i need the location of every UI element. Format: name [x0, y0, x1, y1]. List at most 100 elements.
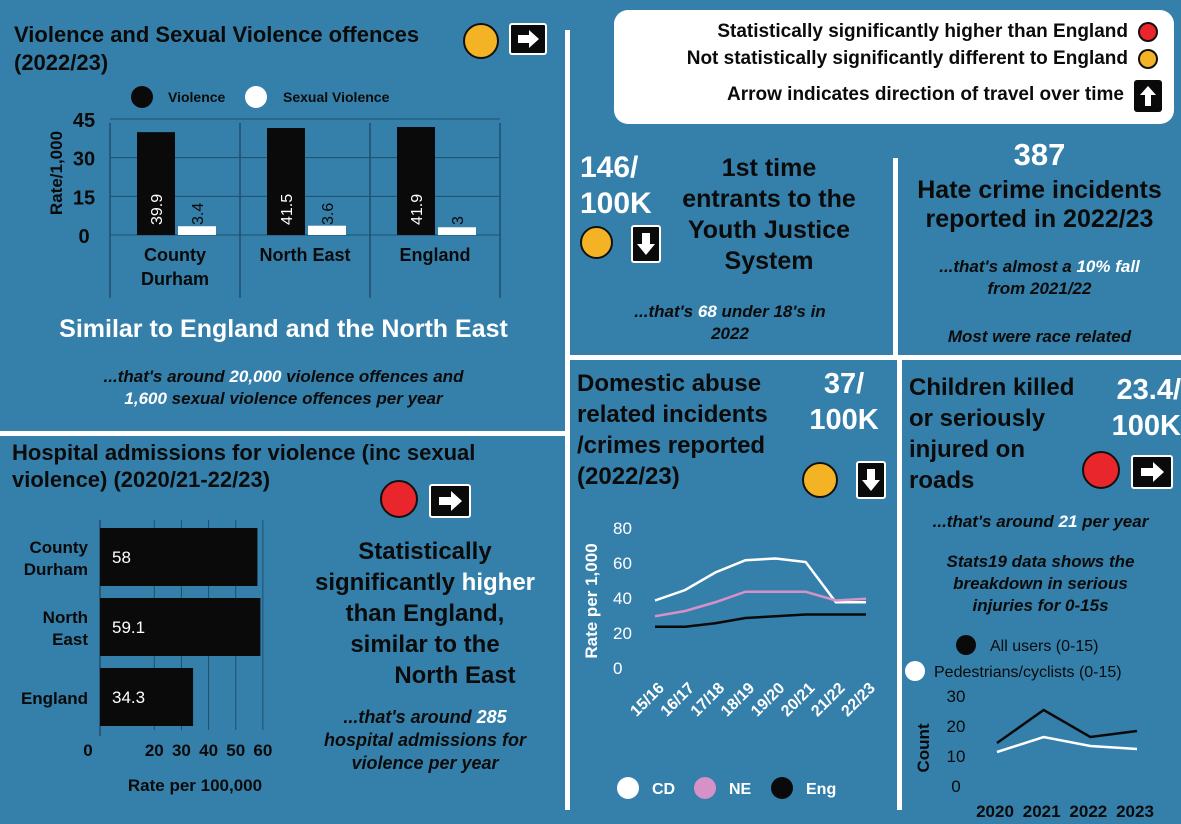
roads-note2: Stats19 data shows the breakdown in seri… [900, 551, 1181, 617]
x-tick-label: 22/23 [838, 680, 878, 720]
y-tick-label: 40 [613, 589, 632, 608]
youth-rate: 146/ 100K [580, 150, 652, 222]
y-tick-label: 60 [613, 554, 632, 573]
x-tick-label: 60 [253, 741, 272, 760]
x-tick-label: 19/20 [748, 680, 788, 720]
y-category-label: Durham [24, 560, 88, 579]
y-category-label: North [43, 608, 88, 627]
hospital-statement-line3: than England, [345, 600, 505, 627]
roads-arrow-right-icon [1131, 455, 1173, 489]
y-tick-label: 80 [613, 519, 632, 538]
legend-violence-label: Violence [168, 89, 226, 105]
legend-label-cd: CD [652, 781, 675, 798]
hate-title-line1: Hate crime incidents [917, 176, 1162, 204]
youth-title-line1: 1st time [721, 154, 817, 182]
hospital-statement-line4: similar to the [350, 631, 500, 658]
youth-amber-circle-icon [580, 226, 613, 259]
bar-violence [137, 132, 175, 235]
youth-note-line2: 2022 [711, 324, 749, 343]
roads-note-num: 21 [1058, 512, 1078, 531]
youth-note-num: 68 [697, 302, 717, 321]
bar-data-label: 58 [112, 548, 131, 567]
y-category-label: East [52, 630, 88, 649]
x-category-label: North East [259, 245, 350, 265]
legend-sexual-violence-label: Sexual Violence [283, 89, 390, 105]
line-series-cd [654, 557, 866, 604]
x-tick-label: 2021 [1023, 802, 1061, 821]
x-tick-label: 0 [83, 741, 92, 760]
y-tick-label: 10 [947, 747, 966, 766]
hate-note-num: 10% fall [1076, 257, 1140, 276]
roads-line-chart: All users (0-15) Pedestrians/cyclists (0-… [905, 635, 1154, 821]
violence-bar-chart: 0 15 30 45 Rate/1,000 39.9 3.4 County Durham 41.5… [47, 110, 501, 298]
youth-arrow-down-icon [631, 225, 661, 263]
roads-title-line3: injured on [909, 436, 1025, 463]
y-tick-label: 20 [947, 717, 966, 736]
violence-title-line2: (2022/23) [14, 50, 109, 75]
youth-title: 1st time entrants to the Youth Justice S… [665, 153, 873, 277]
roads-note: ...that's around 21 per year [900, 512, 1181, 532]
roads-title-line4: roads [909, 467, 975, 494]
violence-title-line1: Violence and Sexual Violence offences [14, 22, 420, 47]
hospital-note-line2: hospital admissions for [323, 730, 527, 750]
legend-arrow-label: Arrow indicates direction of travel over… [727, 84, 1124, 105]
y-category-label: County [29, 538, 88, 557]
line-series-all-users [996, 708, 1138, 745]
bar-sexual-violence [308, 225, 346, 235]
line-series-ne [654, 590, 867, 618]
y-tick-label: 0 [78, 226, 89, 248]
roads-title-line2: or seriously [909, 405, 1046, 432]
x-tick-label: 2022 [1069, 802, 1107, 821]
x-tick-label: 21/22 [808, 680, 848, 720]
roads-title-line1: Children killed [909, 374, 1075, 401]
domestic-title-line4: (2022/23) [577, 463, 680, 490]
bar-data-label: 41.5 [279, 194, 296, 225]
y-tick-label: 45 [73, 110, 95, 132]
x-tick-label: 40 [199, 741, 218, 760]
bar-violence [397, 126, 435, 235]
line-series-eng [655, 613, 866, 628]
legend-label-ne: NE [729, 781, 752, 798]
hospital-note-num: 285 [476, 707, 507, 727]
y-category-label: England [21, 689, 88, 708]
legend-swatch-eng [771, 777, 793, 799]
bar-violence [267, 128, 305, 235]
youth-rate-line2: 100K [580, 187, 652, 220]
domestic-amber-circle-icon [802, 462, 838, 498]
roads-note2-line1: Stats19 data shows the [946, 552, 1135, 571]
violence-amber-circle-icon [463, 23, 499, 59]
violence-note-text3: sexual violence offences per year [166, 389, 443, 408]
youth-title-line4: System [724, 247, 814, 275]
roads-note2-line2: breakdown in serious [953, 574, 1128, 593]
y-axis-label: Rate/1,000 [47, 131, 66, 215]
youth-title-line2: entrants to the [682, 185, 856, 213]
hate-count: 387 [1013, 137, 1066, 172]
bar-data-label: 41.9 [409, 194, 426, 225]
hospital-note-text1: ...that's around [343, 707, 477, 727]
y-tick-label: 0 [951, 777, 960, 796]
hospital-bar-chart: 58 County Durham 59.1 North East 34.3 England 0 2… [21, 520, 272, 795]
hospital-bar [100, 598, 261, 656]
amber-circle-icon [1138, 49, 1158, 69]
domestic-title-line2: related incidents [577, 401, 768, 428]
hospital-statement-line2a: significantly [314, 569, 462, 596]
domestic-rate-line1: 37/ [823, 368, 865, 400]
legend-label-eng: Eng [806, 781, 836, 798]
violence-note-num1: 20,000 [229, 367, 282, 386]
y-tick-label: 20 [613, 624, 632, 643]
bar-sexual-violence [178, 226, 216, 235]
bar-data-label: 59.1 [112, 618, 145, 637]
hospital-title-line2: violence) (2020/21-22/23) [12, 467, 271, 492]
y-tick-label: 0 [613, 659, 622, 678]
legend-swatch-cd [617, 777, 639, 799]
line-series-pedestrians [996, 735, 1138, 754]
bar-data-label: 3 [450, 216, 467, 225]
x-tick-label: 2023 [1116, 802, 1154, 821]
hate-title-line2: reported in 2022/23 [925, 205, 1154, 233]
x-tick-label: 20/21 [778, 680, 818, 720]
youth-rate-line1: 146/ [580, 151, 639, 184]
violence-note-num2: 1,600 [124, 389, 167, 408]
hospital-statement-line2: significantly higher [295, 567, 555, 598]
legend-violence-swatch [131, 86, 153, 108]
domestic-rate: 37/ 100K [800, 366, 888, 438]
